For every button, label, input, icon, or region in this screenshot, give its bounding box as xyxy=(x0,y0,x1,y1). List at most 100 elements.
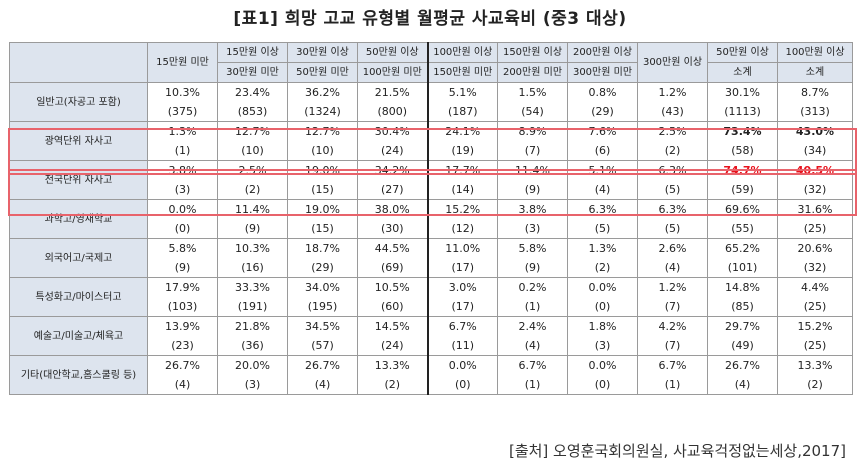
count-cell: (25) xyxy=(777,297,853,317)
count-cell: (4) xyxy=(567,180,638,200)
count-cell: (27) xyxy=(357,180,428,200)
column-header: 200만원 미만 xyxy=(497,62,568,83)
percent-cell: 13.3% xyxy=(357,355,428,375)
count-cell: (9) xyxy=(497,180,568,200)
header-row: 15만원 미만 15만원 이상 30만원 이상 50만원 이상 100만원 이상 150만… xyxy=(9,42,853,83)
count-cell: (16) xyxy=(217,258,288,278)
count-cell: (15) xyxy=(287,219,358,239)
table-row: 광역단위 자사고 1.3% 12.7% 12.7% 30.4% 24.1% 8.9% 7.6%… xyxy=(9,121,853,161)
table-row: (4) (3) (4) (2) (0) (1) (0) (1) (4) (2) xyxy=(10,375,853,395)
count-cell: (3) xyxy=(497,219,568,239)
percent-cell: 31.6% xyxy=(777,199,853,219)
count-cell: (15) xyxy=(287,180,358,200)
percent-cell: 20.6% xyxy=(777,238,853,258)
count-cell: (43) xyxy=(637,102,708,122)
count-cell: (0) xyxy=(567,297,638,317)
count-cell: (58) xyxy=(707,141,778,161)
column-header: 소계 xyxy=(707,62,778,83)
percent-cell: 19.0% xyxy=(287,160,358,180)
percent-cell: 8.7% xyxy=(777,82,853,102)
table-row: 예술고/미술고/체육고 13.9% 21.8% 34.5% 14.5% 6.7% 2.4% 1… xyxy=(9,316,853,356)
percent-cell: 21.5% xyxy=(357,82,428,102)
percent-cell: 2.5% xyxy=(217,160,288,180)
percent-cell: 2.5% xyxy=(637,121,708,141)
percent-cell: 34.5% xyxy=(287,316,358,336)
percent-cell: 23.4% xyxy=(217,82,288,102)
count-cell: (29) xyxy=(287,258,358,278)
table-row: (9) (16) (29) (69) (17) (9) (2) (4) (101) (32) xyxy=(10,258,853,278)
count-cell: (1) xyxy=(147,141,218,161)
count-cell: (19) xyxy=(426,141,498,161)
count-cell: (4) xyxy=(147,375,218,395)
count-cell: (1) xyxy=(497,297,568,317)
percent-cell: 5.8% xyxy=(147,238,218,258)
table-row: 과학고/영재학교 0.0% 11.4% 19.0% 38.0% 15.2% 3.8% 6.3%… xyxy=(9,199,853,239)
count-cell: (2) xyxy=(777,375,853,395)
percent-cell: 29.7% xyxy=(707,316,778,336)
count-cell: (25) xyxy=(777,219,853,239)
column-header: 100만원 미만 xyxy=(357,62,428,83)
column-header: 150만원 이상 xyxy=(497,42,568,63)
percent-cell: 0.8% xyxy=(567,82,638,102)
count-cell: (101) xyxy=(707,258,778,278)
table-row: 외국어고/국제고 5.8% 10.3% 18.7% 44.5% 11.0% 5.8% 1.3%… xyxy=(9,238,853,278)
percent-cell: 40.5% xyxy=(777,160,853,180)
percent-cell: 13.9% xyxy=(147,316,218,336)
percent-cell: 26.7% xyxy=(287,355,358,375)
percent-cell: 1.5% xyxy=(497,82,568,102)
percent-cell: 12.7% xyxy=(217,121,288,141)
percent-cell: 33.3% xyxy=(217,277,288,297)
row-label: 과학고/영재학교 xyxy=(9,199,148,239)
percent-cell: 0.0% xyxy=(567,277,638,297)
row-label: 전국단위 자사고 xyxy=(9,160,148,200)
column-header: 50만원 미만 xyxy=(287,62,358,83)
count-cell: (54) xyxy=(497,102,568,122)
count-cell: (36) xyxy=(217,336,288,356)
source-citation: [출처] 오영훈국회의원실, 사교육걱정없는세상,2017] xyxy=(508,442,846,460)
percent-cell: 3.8% xyxy=(497,199,568,219)
count-cell: (17) xyxy=(426,258,498,278)
percent-cell: 26.7% xyxy=(707,355,778,375)
percent-cell: 2.6% xyxy=(637,238,708,258)
percent-cell: 15.2% xyxy=(426,199,498,219)
count-cell: (0) xyxy=(426,375,498,395)
count-cell: (3) xyxy=(567,336,638,356)
column-header: 15만원 미만 xyxy=(147,42,218,83)
percent-cell: 0.0% xyxy=(147,199,218,219)
percent-cell: 12.7% xyxy=(287,121,358,141)
percent-cell: 8.9% xyxy=(497,121,568,141)
percent-cell: 5.1% xyxy=(426,82,498,102)
count-cell: (800) xyxy=(357,102,428,122)
percent-cell: 6.7% xyxy=(497,355,568,375)
percent-cell: 1.3% xyxy=(147,121,218,141)
table-row: (3) (2) (15) (27) (14) (9) (4) (5) (59) (32) xyxy=(10,180,853,200)
count-cell: (191) xyxy=(217,297,288,317)
percent-cell: 34.0% xyxy=(287,277,358,297)
count-cell: (4) xyxy=(287,375,358,395)
count-cell: (4) xyxy=(497,336,568,356)
column-header: 30만원 이상 xyxy=(287,42,358,63)
percent-cell: 10.3% xyxy=(147,82,218,102)
percent-cell: 6.7% xyxy=(426,316,498,336)
corner-cell xyxy=(9,42,148,83)
count-cell: (7) xyxy=(497,141,568,161)
count-cell: (5) xyxy=(567,219,638,239)
column-header: 300만원 이상 xyxy=(637,42,708,83)
count-cell: (0) xyxy=(147,219,218,239)
percent-cell: 19.0% xyxy=(287,199,358,219)
row-label: 광역단위 자사고 xyxy=(9,121,148,161)
count-cell: (9) xyxy=(217,219,288,239)
table-row: (0) (9) (15) (30) (12) (3) (5) (5) (55) (25) xyxy=(10,219,853,239)
count-cell: (60) xyxy=(357,297,428,317)
row-label: 일반고(자공고 포함) xyxy=(9,82,148,122)
percent-cell: 44.5% xyxy=(357,238,428,258)
percent-cell: 30.1% xyxy=(707,82,778,102)
column-header: 15만원 이상 xyxy=(217,42,288,63)
count-cell: (59) xyxy=(707,180,778,200)
percent-cell: 6.7% xyxy=(637,355,708,375)
table-row: (375) (853) (1324) (800) (187) (54) (29) (43) (1… xyxy=(10,102,853,122)
row-label: 외국어고/국제고 xyxy=(9,238,148,278)
count-cell: (0) xyxy=(567,375,638,395)
percent-cell: 13.3% xyxy=(777,355,853,375)
count-cell: (12) xyxy=(426,219,498,239)
